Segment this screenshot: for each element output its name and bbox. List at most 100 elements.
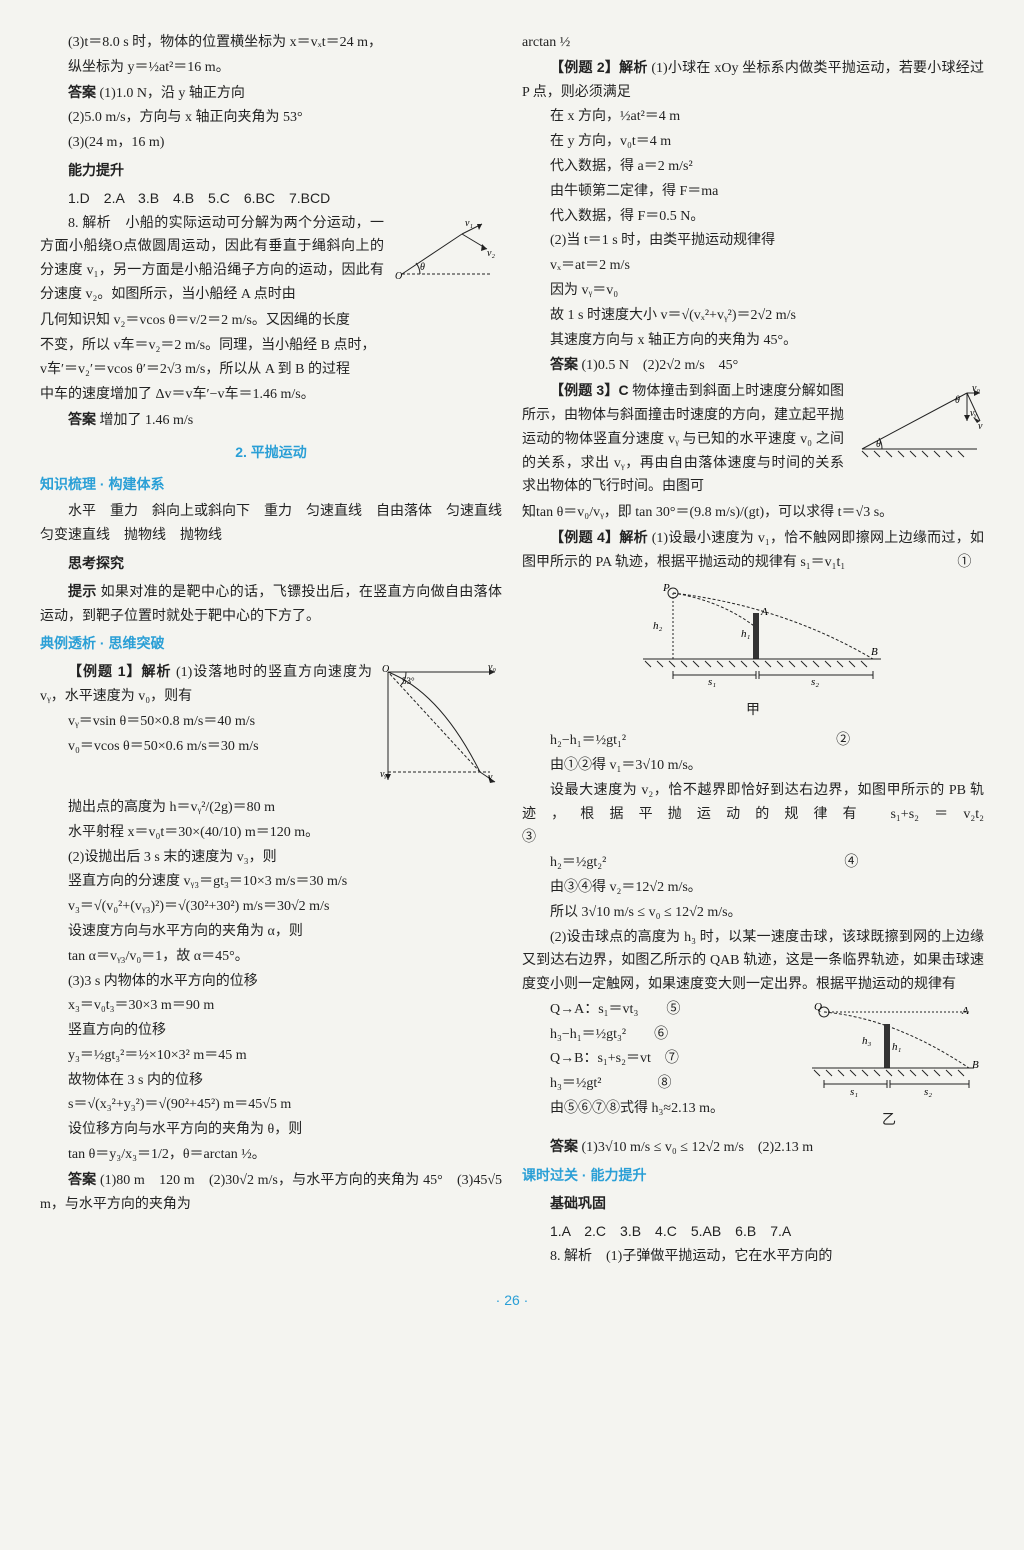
paragraph: 故物体在 3 s 内的位移 [40,1069,502,1093]
basic-heading: 基础巩固 [522,1192,984,1216]
paragraph: 【例题 4】解析 (1)设最小速度为 v₁，恰不触网即擦网上边缘而过，如图甲所示… [522,526,984,575]
paragraph: s＝√(x₃²+y₃²)＝√(90²+45²) m＝45√5 m [40,1093,502,1117]
svg-text:s₁: s₁ [850,1086,858,1098]
paragraph: 在 x 方向，½at²＝4 m [522,105,984,129]
paragraph: (3)3 s 内物体的水平方向的位移 [40,970,502,994]
svg-text:v₂: v₂ [487,248,495,259]
svg-text:h₂: h₂ [653,620,663,632]
paragraph: 其速度方向与 x 轴正方向的夹角为 45°。 [522,329,984,353]
paragraph: (2)设击球点的高度为 h₃ 时，以某一速度击球，该球既擦到网的上边缘又到达右边… [522,926,984,997]
example-label: 【例题 1】解析 [68,663,171,679]
paragraph: y₃＝½gt₃²＝½×10×3² m＝45 m [40,1044,502,1068]
paragraph: 因为 vᵧ＝v₀ [522,279,984,303]
paragraph: 【例题 2】解析 (1)小球在 xOy 坐标系内做类平抛运动，若要小球经过 P … [522,56,984,105]
paragraph: x₃＝v₀t₃＝30×3 m＝90 m [40,994,502,1018]
svg-text:A: A [961,1005,969,1017]
svg-text:s₂: s₂ [924,1086,932,1098]
answer-label: 答案 [68,1171,96,1187]
paragraph: v车′＝v₂′＝vcos θ′＝2√3 m/s，所以从 A 到 B 的过程 [40,358,502,382]
boat-diagram: v₁ v₂ θ O [392,214,502,295]
paragraph: 由牛顿第二定律，得 F＝ma [522,180,984,204]
svg-text:h₃: h₃ [862,1035,872,1047]
paragraph: (2)当 t＝1 s 时，由类平抛运动规律得 [522,229,984,253]
paragraph: vₓ＝at＝2 m/s [522,254,984,278]
svg-text:A: A [760,606,768,618]
answer-label: 答案 [550,356,578,372]
answer-label: 答案 [68,84,96,100]
svg-text:h₁: h₁ [892,1041,902,1053]
example-label: 【例题 3】C [550,382,629,398]
paragraph: 竖直方向的分速度 vᵧ₃＝gt₃＝10×3 m/s＝30 m/s [40,870,502,894]
svg-text:53°: 53° [402,676,415,686]
svg-text:B: B [871,646,878,658]
example-heading: 典例透析 · 思维突破 [40,632,502,656]
mc-answers: 1.A 2.C 3.B 4.C 5.AB 6.B 7.A [522,1220,984,1244]
svg-text:v₀: v₀ [972,383,980,394]
answer-text: (1)3√10 m/s ≤ v₀ ≤ 12√2 m/s (2)2.13 m [582,1140,814,1155]
answer-text: 增加了 1.46 m/s [100,413,194,428]
paragraph: 几何知识知 v₂＝vcos θ＝v/2＝2 m/s。又因绳的长度 [40,309,502,333]
paragraph: 由①②得 v₁＝3√10 m/s。 [522,754,984,778]
knowledge-heading: 知识梳理 · 构建体系 [40,473,502,497]
paragraph: tan α＝vᵧ₃/v₀＝1，故 α＝45°。 [40,945,502,969]
paragraph: tan θ＝y₃/x₃＝1/2，θ＝arctan ½。 [40,1143,502,1167]
example-text: 物体撞击到斜面上时速度分解如图所示，由物体与斜面撞击时速度的方向，建立起平抛运动… [522,384,844,494]
think-heading: 思考探究 [40,552,502,576]
svg-text:B: B [972,1059,979,1071]
example-label: 【例题 4】解析 [550,529,648,545]
paragraph: 不变，所以 v车＝v₂＝2 m/s。同理，当小船经 B 点时， [40,334,502,358]
left-column: (3)t＝8.0 s 时，物体的位置横坐标为 x＝vₓt＝24 m， 纵坐标为 … [40,30,502,1269]
svg-text:θ: θ [955,395,960,406]
answer-text: (1)0.5 N (2)2√2 m/s 45° [582,358,739,373]
paragraph: 设位移方向与水平方向的夹角为 θ，则 [40,1118,502,1142]
svg-text:s₂: s₂ [811,676,819,688]
paragraph: 设速度方向与水平方向的夹角为 α，则 [40,920,502,944]
svg-text:v: v [488,772,493,783]
svg-text:Q: Q [814,1001,822,1013]
paragraph: v₃＝√(v₀²+(vᵧ₃)²)＝√(30²+30²) m/s＝30√2 m/s [40,895,502,919]
right-column: arctan ½ 【例题 2】解析 (1)小球在 xOy 坐标系内做类平抛运动，… [522,30,984,1269]
paragraph: 故 1 s 时速度大小 v＝√(vₓ²+vᵧ²)＝2√2 m/s [522,304,984,328]
volleyball-jia-diagram: P A B h₂ h₁ s₁ s₂ 甲 [522,581,984,724]
paragraph: 中车的速度增加了 Δv＝v车′−v车＝1.46 m/s。 [40,383,502,407]
example-label: 【例题 2】解析 [550,59,648,75]
paragraph: 代入数据，得 a＝2 m/s² [522,155,984,179]
tip-text: 如果对准的是靶中心的话，飞镖投出后，在竖直方向做自由落体运动，到靶子位置时就处于… [40,585,502,624]
time-heading: 课时过关 · 能力提升 [522,1164,984,1188]
diagram-label: 甲 [522,699,984,723]
svg-text:v₀: v₀ [488,662,496,673]
svg-text:h₁: h₁ [741,628,751,640]
answer-block: 答案 (1)3√10 m/s ≤ v₀ ≤ 12√2 m/s (2)2.13 m [522,1135,984,1160]
paragraph: 水平射程 x＝v₀t＝30×(40/10) m＝120 m。 [40,821,502,845]
projectile-diagram: v₀ O vᵧ v 53° [380,662,502,793]
svg-text:P: P [662,582,670,594]
section-title: 2. 平抛运动 [40,441,502,465]
paragraph: h₂−h₁＝½gt₁² ② [522,729,984,753]
paragraph: 由③④得 v₂＝12√2 m/s。 [522,876,984,900]
paragraph: 竖直方向的位移 [40,1019,502,1043]
svg-text:v: v [978,421,983,432]
answer-block: 答案 (1)1.0 N，沿 y 轴正方向 [40,81,502,106]
paragraph: 代入数据，得 F＝0.5 N。 [522,205,984,229]
paragraph: (2)设抛出后 3 s 末的速度为 v₃，则 [40,846,502,870]
ability-heading: 能力提升 [40,159,502,183]
two-column-layout: (3)t＝8.0 s 时，物体的位置横坐标为 x＝vₓt＝24 m， 纵坐标为 … [40,30,984,1269]
answer-text: (2)5.0 m/s，方向与 x 轴正向夹角为 53° [40,106,502,130]
answer-block: 答案 (1)0.5 N (2)2√2 m/s 45° [522,353,984,378]
tip-label: 提示 [68,583,97,599]
paragraph: 知tan θ＝v₀/vᵧ，即 tan 30°＝(9.8 m/s)/(gt)，可以… [522,501,984,525]
svg-text:θ: θ [420,262,425,273]
diagram-label: 乙 [794,1109,984,1133]
incline-diagram: v₀ vᵧ v θ θ [852,381,984,468]
paragraph: (3)t＝8.0 s 时，物体的位置横坐标为 x＝vₓt＝24 m， [40,31,502,55]
paragraph: 纵坐标为 y＝½at²＝16 m。 [40,56,502,80]
mc-answers: 1.D 2.A 3.B 4.B 5.C 6.BC 7.BCD [40,187,502,211]
svg-text:O: O [395,271,402,282]
paragraph: 设最大速度为 v₂，恰不越界即恰好到达右边界，如图甲所示的 PB 轨迹，根据平抛… [522,779,984,850]
paragraph: 水平 重力 斜向上或斜向下 重力 匀速直线 自由落体 匀速直线 匀变速直线 抛物… [40,500,502,548]
answer-text: (1)80 m 120 m (2)30√2 m/s，与水平方向的夹角为 45° … [40,1173,502,1212]
svg-text:v₁: v₁ [465,218,473,229]
paragraph: arctan ½ [522,31,984,55]
paragraph: 抛出点的高度为 h＝vᵧ²/(2g)＝80 m [40,796,502,820]
answer-block: 答案 增加了 1.46 m/s [40,408,502,433]
